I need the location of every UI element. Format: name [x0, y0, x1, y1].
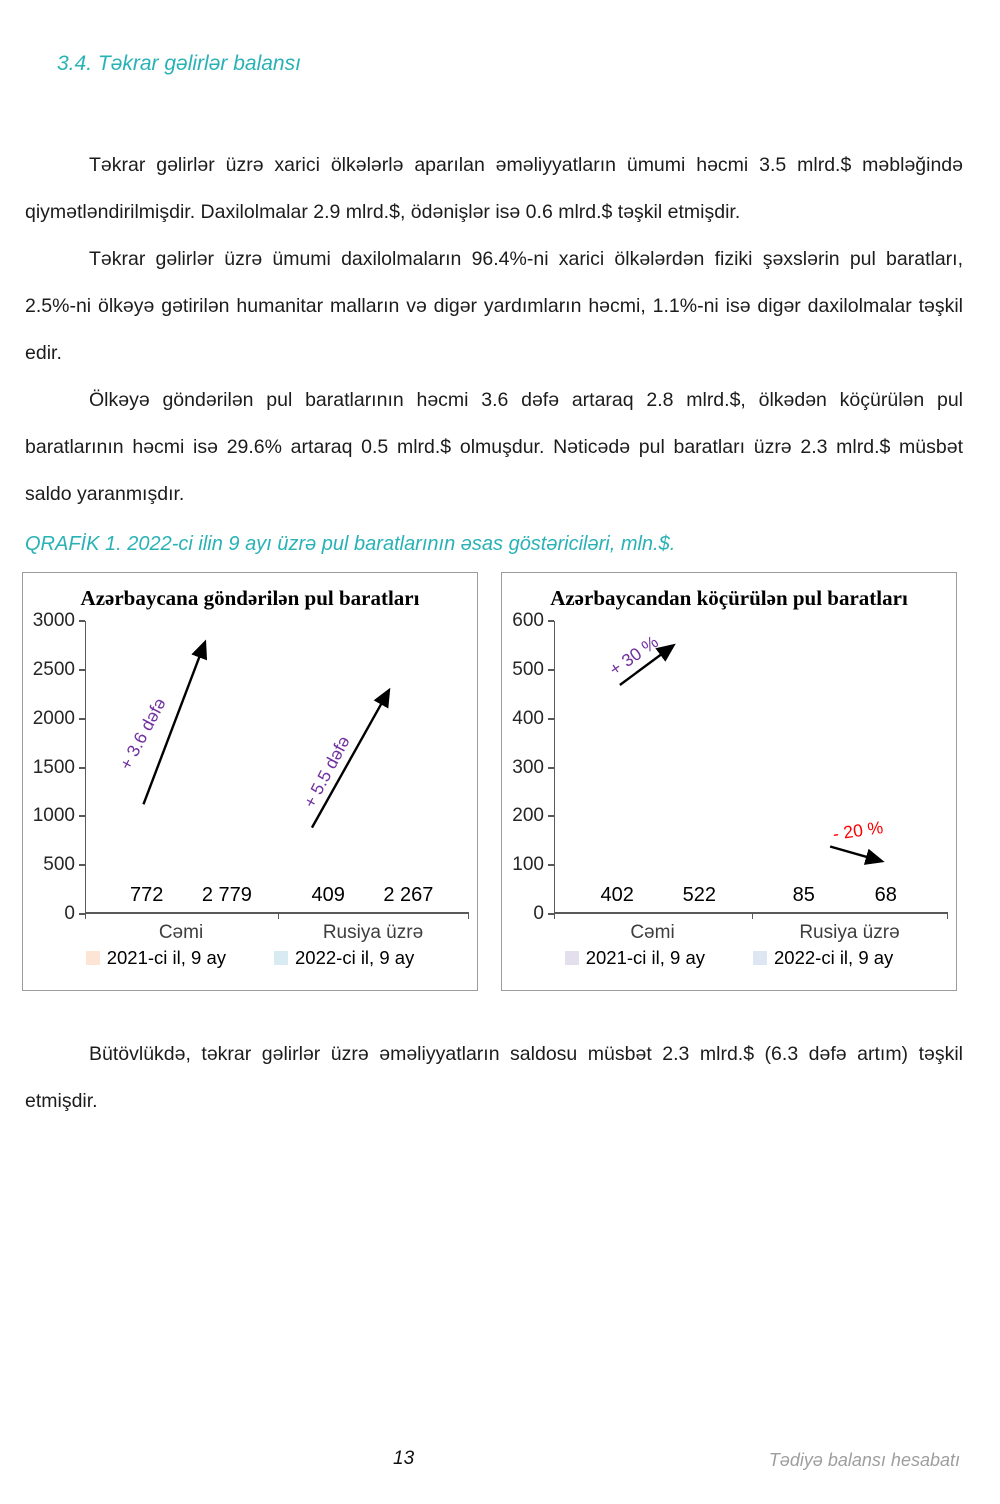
x-axis-tick [553, 912, 555, 919]
bar-value-label: 402 [600, 884, 634, 906]
body-text: Təkrar gəlirlər üzrə xarici ölkələrlə ap… [25, 142, 963, 518]
y-axis-tick-label: 600 [512, 610, 554, 632]
bar-value-label: 772 [129, 884, 164, 906]
y-axis: 3000 2500 2000 1500 1000 500 0 [29, 610, 85, 924]
chart-remittances-to-azerbaijan: Azərbaycana göndərilən pul baratları 300… [22, 572, 478, 991]
category-label: Rusiya üzrə [322, 922, 424, 943]
paragraph: Təkrar gəlirlər üzrə ümumi daxilolmaları… [25, 248, 963, 364]
plot-wrap: 3000 2500 2000 1500 1000 500 0 772 2 779 409 2 26… [23, 610, 477, 924]
plot-wrap: 600 500 400 300 200 100 0 402 522 85 68 [502, 610, 956, 924]
plot-area: 772 2 779 409 2 267 + 3.6 dəfə [84, 621, 469, 919]
category-label: Cəmi [158, 922, 204, 943]
legend-label: 2021-ci il, 9 ay [106, 947, 226, 968]
y-axis-tick-label: 2500 [33, 659, 85, 681]
legend-swatch-icon [564, 951, 579, 965]
paragraph: Ölkəyə göndərilən pul baratlarının həcmi… [25, 389, 963, 505]
y-axis-tick-label: 400 [512, 708, 554, 730]
footer-report-title: Tədiyə balansı hesabatı [768, 1450, 960, 1470]
legend-entry: 2021-ci il, 9 ay [85, 947, 226, 969]
y-axis-tick-label: 100 [512, 854, 554, 876]
bar-value-label: 85 [792, 884, 815, 906]
bar-value-label: 2 779 [201, 884, 252, 906]
x-axis-tick [467, 912, 469, 919]
legend-swatch-icon [753, 951, 767, 965]
legend-swatch-icon [274, 951, 288, 965]
y-axis-tick-label: 1500 [33, 757, 85, 779]
x-axis-tick [84, 912, 86, 919]
y-axis-tick-label: 2000 [33, 708, 85, 730]
bar-value-label: 2 267 [383, 884, 434, 906]
legend-swatch-icon [85, 951, 100, 965]
charts-row: Azərbaycana göndərilən pul baratları 300… [22, 572, 1000, 991]
bar-groups: 772 2 779 409 2 267 [86, 621, 469, 912]
bar-value-label: 68 [874, 884, 897, 906]
bar-groups: 402 522 85 68 [555, 621, 948, 912]
closing-text: Bütövlükdə, təkrar gəlirlər üzrə əməliyy… [25, 1031, 963, 1125]
chart-legend: 2021-ci il, 9 ay 2022-ci il, 9 ay [502, 947, 956, 969]
y-axis-tick-label: 0 [533, 903, 554, 925]
legend-label: 2022-ci il, 9 ay [774, 947, 894, 968]
chart-remittances-from-azerbaijan: Azərbaycandan köçürülən pul baratları 60… [501, 572, 957, 991]
legend-entry: 2021-ci il, 9 ay [564, 947, 705, 969]
category-label: Cəmi [630, 922, 675, 943]
x-axis-tick [277, 912, 279, 919]
x-axis-labels: Cəmi Rusiya üzrə [85, 922, 469, 944]
y-axis-tick-label: 500 [512, 659, 554, 681]
y-axis: 600 500 400 300 200 100 0 [508, 610, 554, 924]
legend-entry: 2022-ci il, 9 ay [274, 947, 414, 969]
paragraph: Təkrar gəlirlər üzrə xarici ölkələrlə ap… [25, 154, 963, 223]
chart-legend: 2021-ci il, 9 ay 2022-ci il, 9 ay [23, 947, 477, 969]
x-axis-labels: Cəmi Rusiya üzrə [554, 922, 948, 944]
page-number: 13 [393, 1448, 415, 1469]
chart-caption: QRAFİK 1. 2022-ci ilin 9 ayı üzrə pul ba… [25, 533, 676, 555]
section-heading: 3.4. Təkrar gəlirlər balansı [57, 52, 301, 75]
plot-area: 402 522 85 68 + 30 % - 20 % [553, 621, 948, 919]
paragraph: Bütövlükdə, təkrar gəlirlər üzrə əməliyy… [25, 1043, 963, 1112]
bar-value-label: 409 [311, 884, 345, 906]
y-axis-tick-label: 3000 [33, 610, 85, 632]
x-axis-tick [946, 912, 948, 919]
y-axis-tick-label: 0 [64, 903, 85, 925]
legend-entry: 2022-ci il, 9 ay [753, 947, 893, 969]
category-label: Rusiya üzrə [799, 922, 900, 943]
legend-label: 2022-ci il, 9 ay [295, 947, 415, 968]
y-axis-tick-label: 500 [43, 854, 85, 876]
x-axis-tick [751, 912, 753, 919]
y-axis-tick-label: 1000 [33, 805, 85, 827]
y-axis-tick-label: 300 [512, 757, 554, 779]
chart-title: Azərbaycana göndərilən pul baratları [80, 586, 420, 610]
chart-title: Azərbaycandan köçürülən pul baratları [550, 586, 908, 610]
bar-value-label: 522 [682, 884, 716, 906]
legend-label: 2021-ci il, 9 ay [585, 947, 705, 968]
y-axis-tick-label: 200 [512, 805, 554, 827]
